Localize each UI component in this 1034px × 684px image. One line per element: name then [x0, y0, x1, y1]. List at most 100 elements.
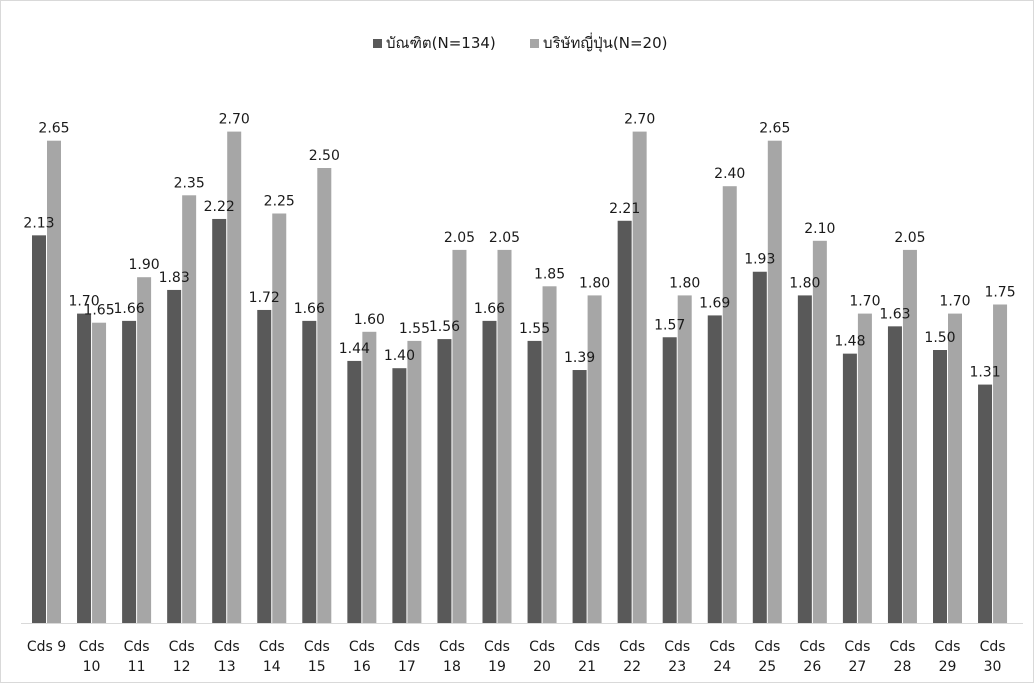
- bar-japanese-companies-cds-21: [587, 295, 602, 623]
- data-label-graduates-cds-10: 1.70: [68, 294, 99, 310]
- bar-japanese-companies-cds-29: [948, 313, 962, 623]
- x-tick-label-cds-27: Cds 27: [844, 639, 870, 675]
- data-label-japanese-companies-cds-15: 2.50: [309, 148, 340, 164]
- bar-graduates-cds-17: [392, 368, 407, 623]
- bar-japanese-companies-cds-25: [767, 140, 782, 623]
- bar-graduates-cds-18: [437, 339, 452, 623]
- data-label-graduates-cds-21: 1.39: [564, 350, 595, 366]
- data-label-japanese-companies-cds-12: 2.35: [174, 175, 205, 191]
- data-label-japanese-companies-cds-23: 1.80: [669, 275, 700, 291]
- data-labels-group: 2.132.651.701.651.661.901.832.352.222.70…: [23, 112, 1015, 381]
- x-tick-label-cds-18: Cds 18: [439, 639, 465, 675]
- data-label-graduates-cds-17: 1.40: [384, 348, 415, 364]
- bar-japanese-companies-cds-22: [632, 131, 647, 623]
- data-label-japanese-companies-cds-24: 2.40: [714, 166, 745, 182]
- x-tick-label-cds-20: Cds 20: [529, 639, 555, 675]
- data-label-japanese-companies-cds-9: 2.65: [38, 121, 69, 137]
- data-label-japanese-companies-cds-28: 2.05: [894, 230, 925, 246]
- x-tick-label-cds-15: Cds 15: [304, 639, 330, 675]
- data-label-japanese-companies-cds-19: 2.05: [489, 230, 520, 246]
- data-label-japanese-companies-cds-17: 1.55: [399, 321, 430, 337]
- bar-japanese-companies-cds-16: [362, 331, 377, 623]
- legend: บัณฑิต(N=134) บริษัทญี่ปุ่น(N=20): [373, 32, 668, 53]
- bar-japanese-companies-cds-14: [272, 213, 287, 623]
- bar-japanese-companies-cds-20: [542, 286, 557, 623]
- x-tick-label-cds-22: Cds 22: [619, 639, 645, 675]
- legend-swatch-graduates: [373, 39, 382, 48]
- bar-japanese-companies-cds-26: [812, 240, 827, 624]
- bar-graduates-cds-24: [707, 315, 722, 623]
- data-label-japanese-companies-cds-30: 1.75: [984, 285, 1015, 301]
- bar-graduates-cds-29: [933, 350, 947, 623]
- data-label-japanese-companies-cds-16: 1.60: [354, 312, 385, 328]
- bar-japanese-companies-cds-19: [497, 249, 512, 623]
- data-label-japanese-companies-cds-18: 2.05: [444, 230, 475, 246]
- data-label-japanese-companies-cds-13: 2.70: [219, 112, 250, 128]
- x-tick-label-cds-28: Cds 28: [889, 639, 915, 675]
- bar-graduates-cds-30: [978, 384, 993, 623]
- bar-japanese-companies-cds-10: [92, 322, 107, 623]
- bar-graduates-cds-14: [257, 309, 272, 623]
- x-tick-label-cds-25: Cds 25: [754, 639, 780, 675]
- data-label-graduates-cds-11: 1.66: [114, 301, 145, 317]
- bar-japanese-companies-cds-11: [137, 277, 152, 623]
- x-tick-label-cds-24: Cds 24: [709, 639, 735, 675]
- data-label-graduates-cds-9: 2.13: [23, 215, 54, 231]
- bar-japanese-companies-cds-18: [452, 249, 467, 623]
- data-label-graduates-cds-20: 1.55: [519, 321, 550, 337]
- bar-graduates-cds-26: [797, 295, 812, 623]
- x-tick-label-cds-14: Cds 14: [259, 639, 285, 675]
- bars-group: [32, 131, 1008, 624]
- data-label-japanese-companies-cds-11: 1.90: [129, 257, 160, 273]
- data-label-japanese-companies-cds-29: 1.70: [939, 294, 970, 310]
- data-label-japanese-companies-cds-14: 2.25: [264, 194, 295, 210]
- bar-graduates-cds-23: [662, 337, 677, 623]
- bar-graduates-cds-15: [302, 320, 317, 623]
- bar-japanese-companies-cds-13: [227, 131, 242, 623]
- bar-japanese-companies-cds-27: [857, 313, 872, 623]
- bar-graduates-cds-28: [887, 326, 902, 623]
- data-label-graduates-cds-16: 1.44: [339, 341, 370, 357]
- x-tick-label-cds-23: Cds 23: [664, 639, 690, 675]
- data-label-japanese-companies-cds-10: 1.65: [83, 303, 114, 319]
- bar-graduates-cds-19: [482, 320, 497, 623]
- data-label-graduates-cds-23: 1.57: [654, 317, 685, 333]
- bar-graduates-cds-27: [842, 353, 857, 623]
- bar-japanese-companies-cds-24: [722, 186, 737, 623]
- x-tick-label-cds-16: Cds 16: [349, 639, 375, 675]
- bar-graduates-cds-25: [752, 271, 767, 623]
- data-label-japanese-companies-cds-26: 2.10: [804, 221, 835, 237]
- data-label-japanese-companies-cds-25: 2.65: [759, 121, 790, 137]
- bar-japanese-companies-cds-23: [677, 295, 692, 623]
- bar-graduates-cds-16: [347, 360, 362, 623]
- data-label-japanese-companies-cds-20: 1.85: [534, 266, 565, 282]
- data-label-graduates-cds-19: 1.66: [474, 301, 505, 317]
- bar-graduates-cds-20: [527, 340, 542, 623]
- x-tick-label-cds-9: Cds 9: [27, 639, 66, 655]
- x-tick-label-cds-17: Cds 17: [394, 639, 420, 675]
- x-tick-label-cds-30: Cds 30: [980, 639, 1006, 675]
- data-label-graduates-cds-13: 2.22: [204, 199, 235, 215]
- data-label-graduates-cds-30: 1.31: [969, 365, 1000, 381]
- data-label-graduates-cds-29: 1.50: [924, 330, 955, 346]
- legend-label-japanese-companies: บริษัทญี่ปุ่น(N=20): [543, 32, 668, 53]
- data-label-graduates-cds-28: 1.63: [879, 306, 910, 322]
- x-tick-label-cds-21: Cds 21: [574, 639, 600, 675]
- x-tick-label-cds-11: Cds 11: [124, 639, 150, 675]
- bar-graduates-cds-13: [212, 218, 227, 623]
- data-label-graduates-cds-15: 1.66: [294, 301, 325, 317]
- bar-graduates-cds-10: [77, 313, 92, 623]
- bar-japanese-companies-cds-30: [993, 304, 1008, 623]
- bar-japanese-companies-cds-12: [182, 195, 197, 624]
- bar-graduates-cds-9: [32, 235, 46, 623]
- bar-graduates-cds-11: [122, 320, 137, 623]
- x-tick-label-cds-10: Cds 10: [79, 639, 105, 675]
- x-tick-label-cds-19: Cds 19: [484, 639, 510, 675]
- bar-graduates-cds-21: [572, 370, 587, 623]
- x-tick-label-cds-29: Cds 29: [935, 639, 961, 675]
- data-label-graduates-cds-18: 1.56: [429, 319, 460, 335]
- data-label-graduates-cds-25: 1.93: [744, 252, 775, 268]
- legend-label-graduates: บัณฑิต(N=134): [386, 34, 496, 52]
- data-label-graduates-cds-22: 2.21: [609, 201, 640, 217]
